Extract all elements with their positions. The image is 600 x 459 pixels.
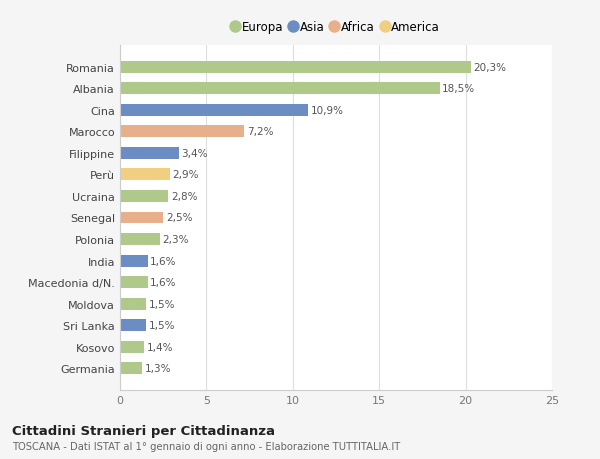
Text: 3,4%: 3,4% [181,149,208,158]
Bar [120,319,146,331]
Bar [120,298,146,310]
Text: 2,5%: 2,5% [166,213,192,223]
Text: 18,5%: 18,5% [442,84,475,94]
Text: 1,3%: 1,3% [145,364,172,374]
Text: 20,3%: 20,3% [473,62,506,73]
Bar [120,126,244,138]
Text: 2,8%: 2,8% [171,191,197,202]
Bar [120,148,179,159]
Bar [120,341,144,353]
Bar [120,255,148,267]
Text: 2,3%: 2,3% [163,235,189,245]
Text: Cittadini Stranieri per Cittadinanza: Cittadini Stranieri per Cittadinanza [12,424,275,437]
Bar [120,212,163,224]
Bar [120,234,160,246]
Text: 2,9%: 2,9% [173,170,199,180]
Bar [120,169,170,181]
Text: 1,6%: 1,6% [150,278,177,287]
Bar [120,83,440,95]
Text: 1,5%: 1,5% [149,299,175,309]
Text: TOSCANA - Dati ISTAT al 1° gennaio di ogni anno - Elaborazione TUTTITALIA.IT: TOSCANA - Dati ISTAT al 1° gennaio di og… [12,441,400,451]
Text: 7,2%: 7,2% [247,127,274,137]
Bar [120,62,471,73]
Text: 10,9%: 10,9% [311,106,344,116]
Text: 1,4%: 1,4% [147,342,173,352]
Legend: Europa, Asia, Africa, America: Europa, Asia, Africa, America [229,17,443,37]
Bar [120,363,142,375]
Text: 1,5%: 1,5% [149,320,175,330]
Bar [120,190,169,202]
Text: 1,6%: 1,6% [150,256,177,266]
Bar [120,277,148,288]
Bar [120,105,308,117]
